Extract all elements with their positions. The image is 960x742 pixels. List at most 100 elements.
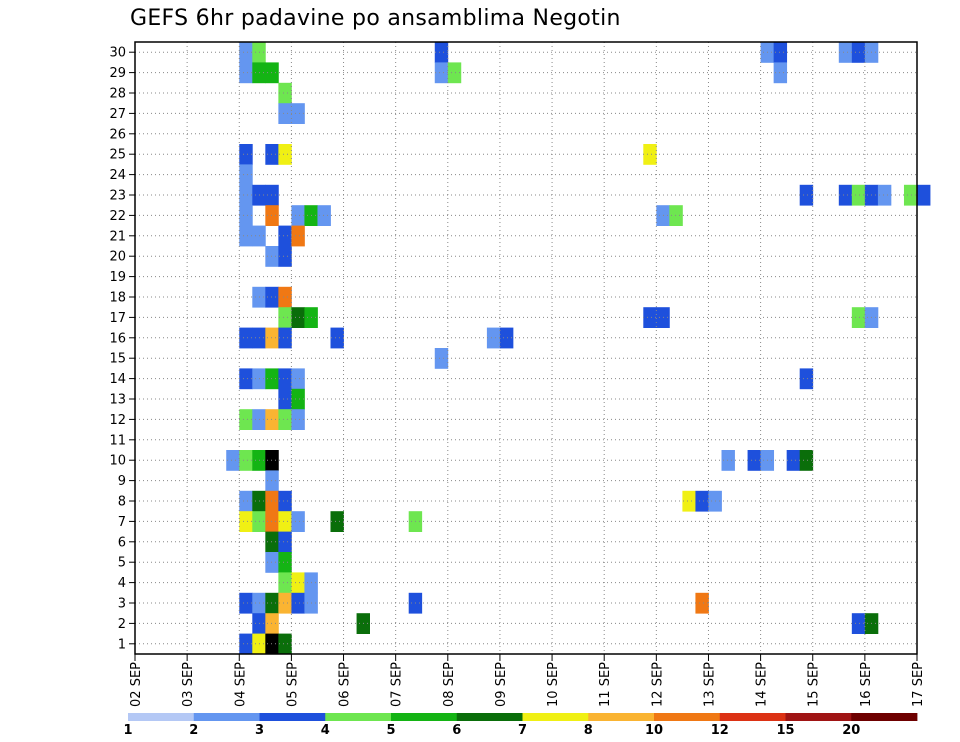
heatmap-cell — [799, 368, 814, 390]
heatmap-cell — [291, 225, 305, 247]
colorbar-label: 20 — [842, 723, 860, 738]
y-tick-label: 19 — [109, 270, 126, 285]
heatmap-cell — [799, 450, 814, 471]
heatmap-cell — [239, 225, 253, 247]
heatmap-cell — [317, 205, 331, 226]
heatmap-cell — [265, 490, 279, 512]
colorbar-segment — [719, 713, 786, 721]
x-tick-label: 16 SEP — [859, 662, 874, 707]
colorbar-segment — [456, 713, 523, 721]
heatmap-cell — [773, 42, 788, 63]
colorbar-segment — [391, 713, 458, 721]
heatmap-cell — [265, 592, 279, 614]
heatmap-cell — [330, 511, 344, 532]
y-tick-label: 15 — [109, 352, 126, 367]
heatmap-cell — [799, 184, 814, 206]
heatmap-cell — [851, 613, 866, 634]
colorbar-segment — [654, 713, 721, 721]
heatmap-cell — [838, 184, 853, 206]
heatmap-cell — [278, 511, 292, 532]
heatmap-cell — [278, 388, 292, 410]
x-tick-label: 08 SEP — [442, 662, 457, 707]
colorbar-layer: 1 2 3 4 5 6 7 8 10 12 15 20 — [123, 713, 918, 738]
y-tick-label: 21 — [109, 229, 126, 244]
y-tick-label: 30 — [109, 46, 126, 61]
colorbar-segment — [259, 713, 326, 721]
colorbar-segment — [785, 713, 852, 721]
heatmap-cell — [486, 327, 501, 349]
y-tick-label: 7 — [118, 515, 126, 530]
heatmap-cell — [239, 164, 253, 186]
heatmap-cell — [278, 409, 292, 430]
x-tick-label: 11 SEP — [598, 662, 613, 707]
heatmap-cell — [239, 42, 253, 63]
heatmap-cell — [447, 62, 462, 84]
heatmap-cell — [499, 327, 514, 349]
colorbar-label: 5 — [386, 723, 395, 738]
x-tick-label: 04 SEP — [233, 662, 248, 707]
colorbar-label: 10 — [645, 723, 663, 738]
heatmap-cell — [851, 42, 866, 63]
colorbar-label: 4 — [321, 723, 330, 738]
heatmap-cell — [265, 246, 279, 267]
colorbar-label: 2 — [189, 723, 198, 738]
x-tick-label: 15 SEP — [807, 662, 822, 707]
heatmap-cell — [278, 225, 292, 247]
y-tick-label: 20 — [109, 250, 126, 265]
colorbar-label: 8 — [584, 723, 593, 738]
heatmap-cell — [291, 205, 305, 226]
heatmap-cell — [291, 368, 305, 390]
y-tick-label: 23 — [109, 189, 126, 204]
heatmap-cell — [265, 511, 279, 532]
heatmap-cell — [434, 62, 449, 84]
x-tick-label: 14 SEP — [755, 662, 770, 707]
heatmap-cell — [265, 613, 279, 634]
y-tick-label: 16 — [109, 331, 126, 346]
y-tick-label: 11 — [109, 433, 126, 448]
heatmap-cell — [278, 490, 292, 512]
heatmap-cell — [278, 246, 292, 267]
heatmap-cell — [851, 307, 866, 328]
y-tick-label: 26 — [109, 127, 126, 142]
heatmap-cell — [265, 205, 279, 226]
heatmap-cell — [239, 184, 253, 206]
heatmap-cell — [903, 184, 918, 206]
colorbar-segment — [325, 713, 392, 721]
y-tick-label: 17 — [109, 311, 126, 326]
x-tick-label: 13 SEP — [702, 662, 717, 707]
heatmap-cell — [265, 327, 279, 349]
heatmap-cell — [747, 450, 761, 471]
y-tick-label: 29 — [109, 66, 126, 81]
colorbar-label: 12 — [711, 723, 729, 738]
heatmap-cell — [278, 286, 292, 308]
heatmap-cell — [721, 450, 735, 471]
x-tick-label: 12 SEP — [650, 662, 665, 707]
heatmap-cell — [291, 388, 305, 410]
y-tick-label: 9 — [118, 474, 126, 489]
y-tick-label: 13 — [109, 393, 126, 408]
y-tick-label: 6 — [118, 535, 126, 550]
heatmap-cell — [434, 42, 449, 63]
colorbar-label: 15 — [776, 723, 794, 738]
heatmap-cell — [265, 409, 279, 430]
heatmap-cell — [278, 633, 292, 655]
colorbar-segment — [851, 713, 918, 721]
y-tick-label: 14 — [109, 372, 126, 387]
colorbar-segment — [128, 713, 195, 721]
y-tick-label: 12 — [109, 413, 126, 428]
heatmap-cell — [265, 450, 279, 471]
x-tick-label: 02 SEP — [129, 662, 144, 707]
heatmap-cell — [434, 348, 449, 369]
heatmap-cell — [265, 184, 279, 206]
heatmap-cell — [291, 592, 305, 614]
heatmap-cell — [265, 552, 279, 573]
x-tick-label: 05 SEP — [285, 662, 300, 707]
heatmap-cell — [265, 531, 279, 553]
colorbar-label: 3 — [255, 723, 264, 738]
colorbar-segment — [193, 713, 260, 721]
y-tick-label: 5 — [118, 556, 126, 571]
heatmap-cell — [291, 572, 305, 594]
heatmap-cell — [669, 205, 683, 226]
y-tick-label: 22 — [109, 209, 126, 224]
